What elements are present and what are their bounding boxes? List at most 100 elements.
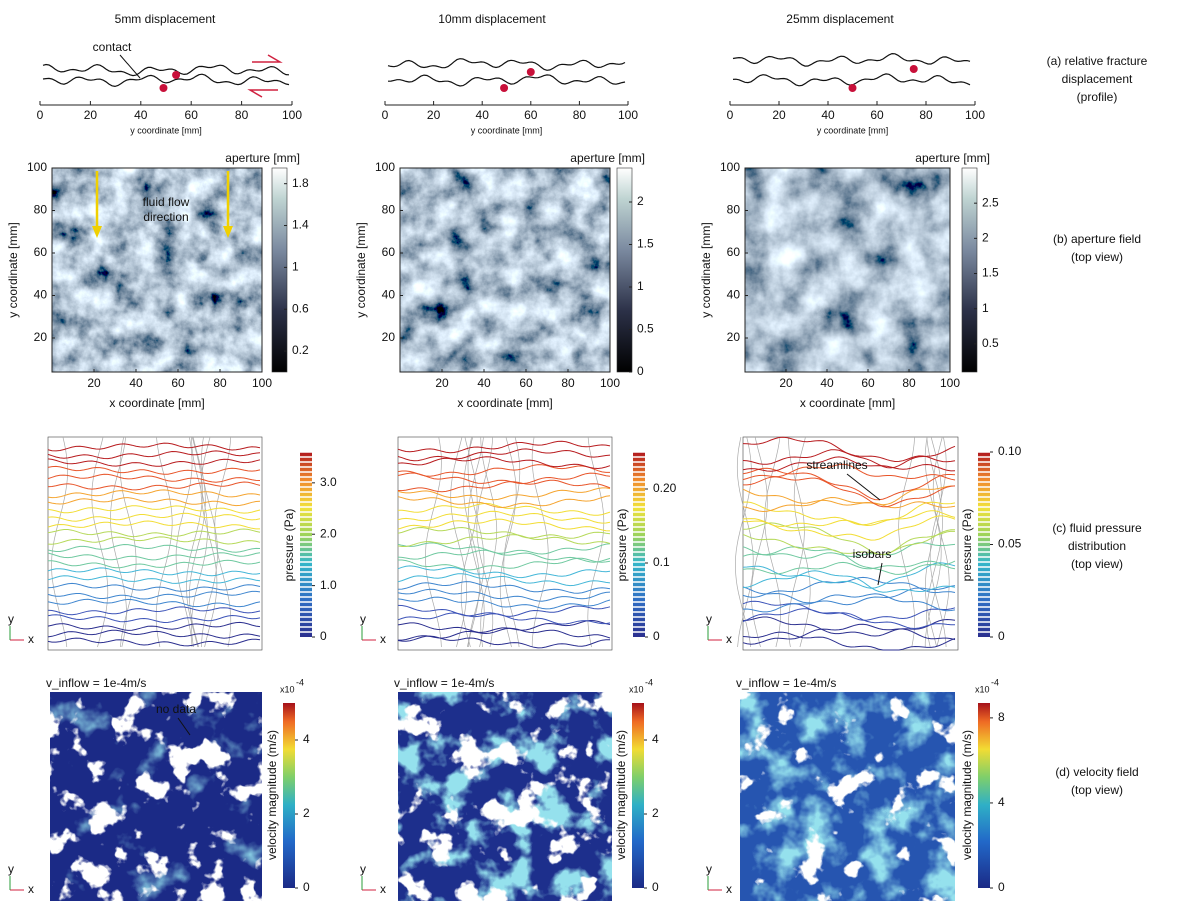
isobar: [47, 473, 261, 483]
triad-x-label: x: [28, 882, 34, 896]
y-tick-label: 60: [727, 245, 741, 259]
colorbar: [300, 452, 312, 637]
triad-x-label: x: [28, 632, 34, 646]
isobar: [47, 442, 261, 452]
colorbar-scale-exp: -4: [645, 677, 653, 687]
colorbar-tick-label: 0: [998, 629, 1005, 643]
colorbar-tick-label: 0.6: [292, 301, 309, 315]
colorbar-label: velocity magnitude (m/s): [614, 730, 628, 860]
streamline: [467, 436, 485, 648]
colorbar-label: pressure (Pa): [282, 509, 296, 582]
x-tick-label: 80: [919, 108, 933, 122]
isobar: [397, 573, 611, 587]
isobar: [397, 510, 611, 524]
isobar: [742, 485, 955, 506]
isobar: [397, 588, 611, 602]
row-label: (top view): [1071, 783, 1123, 797]
isobar: [742, 546, 956, 575]
colorbar-title: aperture [mm]: [915, 151, 990, 165]
x-tick-label: 80: [235, 108, 249, 122]
x-tick-label: 40: [821, 108, 835, 122]
colorbar-tick-label: 1.5: [637, 237, 654, 251]
isobar: [47, 582, 261, 592]
isobar: [47, 497, 261, 507]
colorbar: [978, 452, 990, 637]
colorbar: [633, 452, 645, 637]
x-axis-label: x coordinate [mm]: [109, 396, 204, 410]
isobar: [398, 627, 611, 641]
flow-annotation: fluid flow: [143, 195, 190, 209]
x-tick-label: 100: [965, 108, 985, 122]
contact-point: [159, 84, 168, 92]
colorbar-tick-label: 1.5: [982, 266, 999, 280]
y-tick-label: 60: [34, 245, 48, 259]
triad-x-label: x: [380, 882, 386, 896]
isobar: [742, 560, 956, 575]
isobar: [397, 487, 611, 501]
isobar: [47, 614, 261, 624]
x-tick-label: 20: [772, 108, 786, 122]
colorbar-tick-label: 1: [637, 279, 644, 293]
colorbar: [271, 167, 288, 373]
isobar: [47, 590, 261, 600]
isobar: [397, 604, 611, 617]
x-tick-label: 0: [382, 108, 389, 122]
colorbar-scale: x10: [975, 684, 990, 694]
streamline: [503, 436, 521, 648]
colorbar-label: pressure (Pa): [960, 509, 974, 582]
streamline: [460, 436, 478, 648]
x-tick-label: 100: [600, 376, 620, 390]
profile-line: [42, 73, 290, 88]
y-axis-label: y coordinate [mm]: [699, 222, 713, 317]
streamline: [793, 436, 811, 648]
isobar: [47, 621, 261, 631]
streamline: [764, 436, 781, 648]
colorbar-scale: x10: [280, 684, 295, 694]
isobar: [397, 518, 611, 532]
streamline: [155, 436, 173, 648]
colorbar: [283, 703, 295, 888]
isobar: [397, 635, 610, 649]
no-data-region: [50, 692, 262, 901]
plot-frame: [744, 167, 951, 373]
isobar: [742, 530, 956, 556]
colorbar-tick-label: 4: [998, 795, 1005, 809]
colorbar-tick-label: 2: [303, 806, 310, 820]
colorbar: [978, 703, 990, 888]
isobar: [47, 567, 261, 577]
isobar: [47, 505, 261, 514]
x-tick-label: 40: [820, 376, 834, 390]
y-tick-label: 100: [375, 160, 395, 174]
streamline: [751, 436, 768, 648]
colorbar-title: aperture [mm]: [570, 151, 645, 165]
profile-line: [42, 63, 290, 77]
row-label: (top view): [1071, 557, 1123, 571]
x-tick-label: 60: [870, 108, 884, 122]
x-tick-label: 0: [727, 108, 734, 122]
colorbar-label: pressure (Pa): [615, 509, 629, 582]
isobar: [397, 619, 611, 633]
streamline: [898, 436, 915, 648]
y-tick-label: 40: [727, 288, 741, 302]
contact-point: [500, 84, 509, 92]
streamline: [476, 436, 494, 648]
y-tick-label: 20: [34, 330, 48, 344]
plot-frame: [51, 167, 263, 373]
profile-line: [387, 74, 626, 87]
x-tick-label: 60: [185, 108, 199, 122]
streamline: [186, 436, 203, 648]
row-label: distribution: [1068, 539, 1126, 553]
colorbar-tick-label: 0: [653, 629, 660, 643]
row-label: (top view): [1071, 250, 1123, 264]
x-tick-label: 80: [573, 108, 587, 122]
velocity-header: v_inflow = 1e-4m/s: [394, 676, 494, 690]
isobar: [742, 522, 955, 556]
x-tick-label: 100: [618, 108, 638, 122]
colorbar-tick-label: 3.0: [320, 475, 337, 489]
x-tick-label: 40: [134, 108, 148, 122]
row-label: (d) velocity field: [1055, 765, 1138, 779]
column-title: 10mm displacement: [438, 12, 546, 26]
x-tick-label: 20: [779, 376, 793, 390]
x-tick-label: 40: [129, 376, 143, 390]
isobar: [47, 489, 261, 499]
